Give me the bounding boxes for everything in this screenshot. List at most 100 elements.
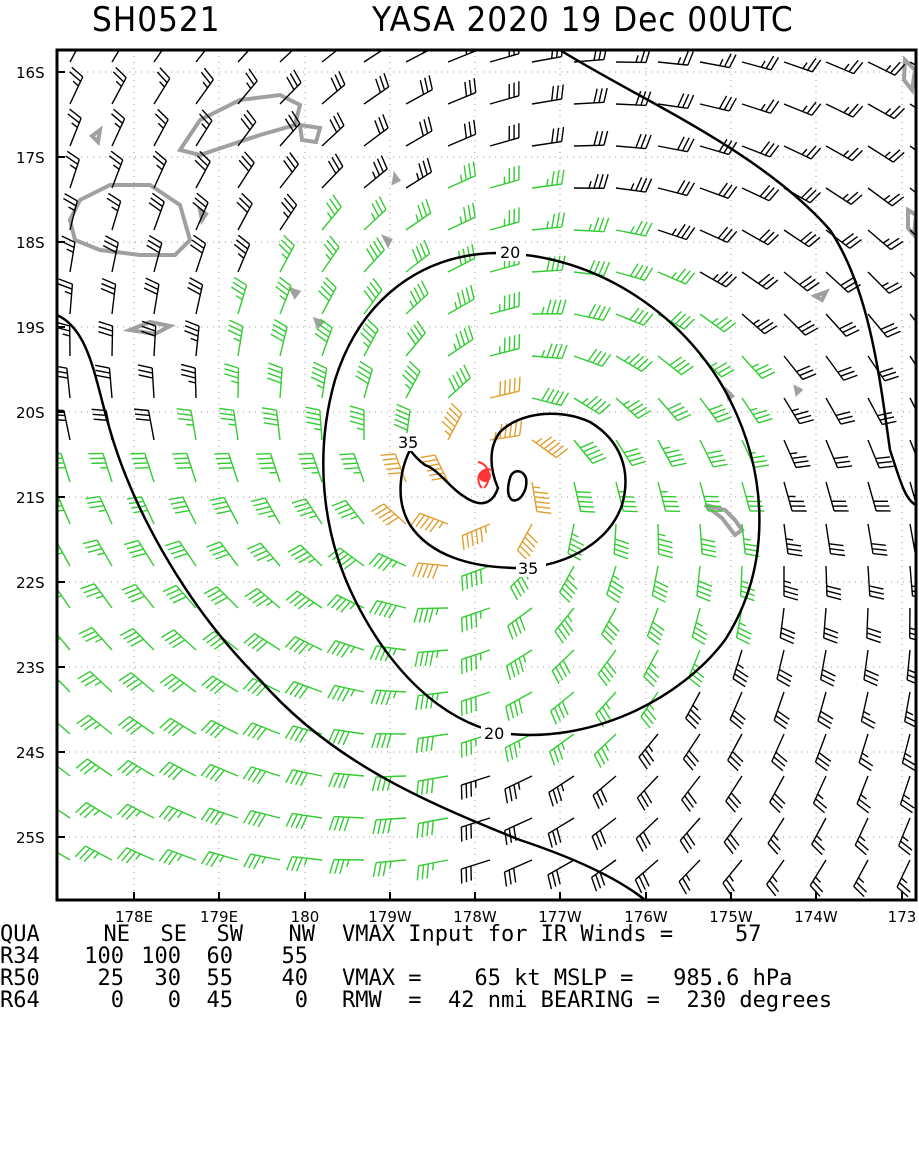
wind-barb [356, 361, 373, 398]
wind-barb [141, 321, 155, 356]
wind-barb [742, 482, 765, 511]
wind-barb [101, 279, 116, 314]
wind-barb [616, 398, 651, 418]
wind-barb [555, 608, 574, 643]
row-label: R34 [0, 946, 40, 968]
wind-barb [532, 170, 564, 188]
wind-barb [287, 857, 322, 872]
contour-outer-right [560, 50, 916, 505]
wind-barb [598, 650, 616, 686]
wind-barb [700, 524, 716, 557]
wind-barb [201, 852, 238, 867]
wind-barb [826, 188, 862, 204]
wind-barb [772, 734, 787, 771]
wind-barb [724, 818, 742, 854]
wind-barb [328, 685, 364, 701]
wind-barb [413, 563, 448, 579]
wind-barb [700, 96, 736, 111]
wind-barb [322, 30, 346, 62]
wind-barb [854, 860, 868, 897]
wind-barb [35, 714, 70, 734]
r34-ne: 100 [68, 946, 124, 968]
wind-barb [816, 734, 831, 771]
quadrant-sw: SW [187, 924, 243, 946]
wind-barb [505, 860, 532, 886]
wind-barb [361, 319, 379, 356]
wind-barb [88, 453, 112, 482]
wind-barb [616, 440, 646, 465]
wind-barb [726, 776, 742, 812]
wind-barb [332, 500, 364, 524]
wind-barb [770, 776, 785, 813]
vmax-mslp-line: VMAX = 65 kt MSLP = 985.6 hPa [342, 968, 792, 990]
wind-barb [551, 692, 574, 724]
wind-barb [855, 818, 868, 855]
wind-barb [490, 421, 521, 440]
table-row-r34: R34 100 100 60 55 [0, 946, 53, 968]
wind-barb [574, 45, 607, 62]
wind-barb [602, 608, 620, 645]
wind-barb [868, 524, 887, 555]
wind-barb [196, 68, 213, 104]
lat-label: 20S [16, 404, 45, 422]
wind-barb [784, 230, 820, 247]
wind-barb [812, 818, 826, 855]
wind-barb [134, 409, 154, 440]
wind-barb [857, 776, 870, 813]
wind-barb [658, 51, 693, 65]
wind-barb [784, 524, 802, 556]
wind-barb [448, 203, 475, 230]
wind-barb [594, 734, 616, 768]
wind-barb [406, 240, 430, 272]
wind-barb [286, 591, 322, 609]
wind-barb [532, 437, 568, 458]
wind-barb [185, 321, 200, 356]
wind-barb [462, 650, 490, 674]
wind-barb [658, 482, 680, 511]
lat-label: 17S [16, 149, 45, 167]
wind-barb [616, 221, 652, 236]
wind-barb [448, 161, 475, 188]
wind-barb [403, 361, 421, 398]
quadrant-nw: NW [259, 924, 315, 946]
wind-barb [228, 320, 243, 356]
wind-barb [201, 764, 238, 781]
wind-barb [868, 188, 904, 206]
wind-barb [700, 227, 737, 242]
wind-barb [406, 158, 431, 188]
wind-barb [34, 845, 70, 860]
wind-barb [160, 718, 196, 736]
wind-barb [826, 398, 855, 424]
wind-barb [826, 482, 849, 511]
wind-barb [416, 734, 448, 753]
table-row-r50: R50 25 30 55 40 VMAX = 65 kt MSLP = 985.… [0, 968, 53, 990]
wind-barb [130, 453, 154, 482]
wind-barb [658, 269, 695, 284]
wind-barb [111, 109, 124, 146]
wind-barb [868, 314, 900, 337]
wind-barb [161, 630, 196, 650]
wind-barb [244, 811, 280, 827]
wind-barb [364, 73, 389, 104]
wind-barb [549, 776, 574, 806]
wind-barb [322, 236, 339, 272]
wind-barb [826, 314, 859, 336]
quadrant-ne: NE [74, 924, 130, 946]
vmax-input-label: VMAX Input for IR Winds = [342, 924, 673, 946]
wind-barb [490, 165, 519, 188]
wind-barb [552, 650, 574, 684]
storm-center-marker [478, 462, 492, 488]
wind-barb [327, 595, 364, 612]
wind-barb [322, 71, 345, 104]
wind-barb [448, 78, 476, 104]
wind-barb [364, 32, 389, 62]
wind-barb [658, 356, 693, 375]
wind-barb [66, 151, 80, 188]
wind-barb [78, 671, 112, 692]
wind-barb [77, 715, 112, 734]
lat-label: 24S [16, 744, 45, 762]
wind-barb [372, 776, 406, 791]
wind-barb [202, 676, 238, 694]
wind-barb [306, 407, 322, 440]
